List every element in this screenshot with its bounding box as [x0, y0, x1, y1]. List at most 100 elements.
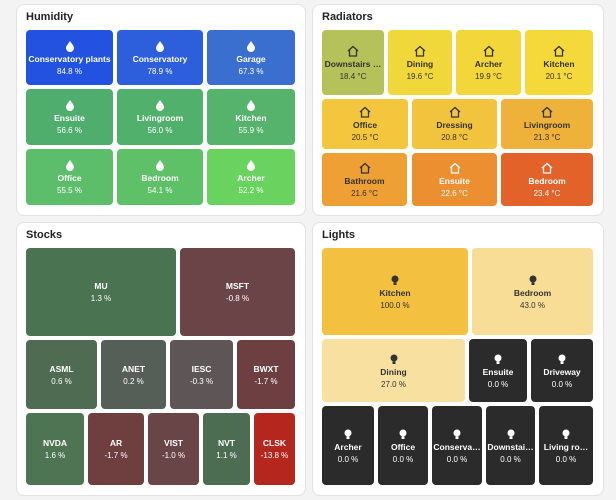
tile-value: 20.1 °C — [545, 71, 573, 81]
tile: Bedroom 43.0 % — [472, 248, 593, 335]
tile: Bathroom 21.6 °C — [322, 153, 407, 206]
tile-label: AR — [109, 438, 123, 448]
tile-icon — [156, 160, 164, 171]
tile-icon — [414, 45, 426, 57]
tile-label: Ensuite — [54, 113, 85, 123]
tile-value: -1.0 % — [161, 451, 186, 460]
tile-label: NVT — [218, 438, 235, 448]
tile-icon — [529, 275, 536, 285]
tile: Ensuite 0.0 % — [469, 339, 527, 402]
tile-label: MU — [94, 281, 108, 291]
tile-value: 100.0 % — [380, 300, 410, 310]
tile-icon — [156, 100, 164, 111]
tile-label: Archer — [474, 58, 503, 69]
tile-label: Conservatory plants — [28, 53, 111, 64]
tile-value: 0.6 % — [51, 376, 72, 386]
card-title: Lights — [322, 229, 355, 241]
tile-label: NVDA — [42, 438, 68, 448]
tile-label: Livingroom — [523, 120, 571, 130]
tile: Bedroom 23.4 °C — [501, 153, 593, 206]
tile: AR -1.7 % — [88, 413, 144, 485]
tile: Bedroom 54.1 % — [117, 149, 203, 205]
tile-value: 1.1 % — [216, 451, 237, 460]
tile-value: 0.0 % — [487, 379, 509, 389]
tile-label: Living ro… — [543, 441, 589, 452]
tile-value: 20.8 °C — [441, 133, 468, 142]
tile-label: IESC — [191, 363, 212, 374]
tile: BWXT -1.7 % — [237, 340, 295, 409]
tile-icon — [247, 100, 255, 111]
tile-label: Garage — [236, 53, 266, 64]
tile: Downstairs … 18.4 °C — [322, 30, 384, 95]
tile-value: 0.0 % — [446, 454, 468, 464]
tile: Office 55.5 % — [26, 149, 113, 205]
tile-value: -1.7 % — [254, 376, 278, 386]
tile-icon — [247, 40, 255, 52]
tile-icon — [483, 45, 494, 57]
tile-value: -0.3 % — [189, 376, 214, 386]
tile-label: Kitchen — [235, 113, 267, 123]
tile-value: -0.8 % — [225, 294, 250, 303]
tile: Dressing 20.8 °C — [412, 99, 497, 149]
tile-label: Livingroom — [136, 113, 184, 123]
tile: Kitchen 55.9 % — [207, 89, 295, 145]
tile: Conservatory 78.9 % — [117, 30, 203, 85]
tile: CLSK -13.8 % — [254, 413, 295, 485]
tile: Archer 0.0 % — [322, 406, 374, 485]
tile-value: 67.3 % — [238, 66, 264, 76]
tile-value: 0.0 % — [555, 454, 577, 464]
tile-label: MSFT — [225, 281, 250, 291]
tile-label: ASML — [49, 363, 74, 374]
tile-value: 55.9 % — [238, 126, 264, 135]
tile: IESC -0.3 % — [170, 340, 233, 409]
tile: NVDA 1.6 % — [26, 413, 84, 485]
tile-icon — [453, 429, 461, 439]
tile-value: 43.0 % — [520, 300, 545, 310]
tile-value: 20.5 °C — [351, 133, 379, 142]
tile-label: Kitchen — [379, 287, 411, 298]
tile: Livingroom 21.3 °C — [501, 99, 593, 149]
tile: Kitchen 20.1 °C — [525, 30, 593, 95]
tile-label: ANET — [121, 363, 146, 374]
tile-value: 0.0 % — [551, 379, 573, 389]
tile-value: 21.3 °C — [533, 133, 561, 142]
tile-value: 54.1 % — [147, 186, 173, 195]
tile: MSFT -0.8 % — [180, 248, 295, 336]
tile-label: Ensuite — [482, 366, 514, 377]
tile-label: Kitchen — [543, 58, 575, 69]
tile-label: Dining — [406, 58, 434, 69]
tile: Garage 67.3 % — [207, 30, 295, 85]
tile-label: Conservatory — [132, 53, 188, 64]
tile-icon — [399, 429, 407, 439]
tile: Downstai… 0.0 % — [486, 406, 535, 485]
tile-icon — [562, 429, 570, 439]
tile-icon — [65, 160, 74, 171]
tile-value: 27.0 % — [381, 379, 406, 389]
card-title: Radiators — [322, 11, 373, 23]
tile-label: Archer — [237, 173, 265, 183]
card-title: Humidity — [26, 11, 74, 23]
tile-value: 1.3 % — [90, 294, 112, 303]
tile-label: Office — [57, 173, 82, 183]
tile-label: Downstai… — [487, 441, 534, 452]
tile: NVT 1.1 % — [203, 413, 250, 485]
tile: VIST -1.0 % — [148, 413, 199, 485]
tile: Living ro… 0.0 % — [539, 406, 593, 485]
tile-value: -13.8 % — [260, 451, 289, 460]
tile-label: Bathroom — [344, 175, 385, 186]
tile: Dining 19.6 °C — [388, 30, 452, 95]
tile-value: 55.5 % — [57, 186, 82, 195]
tile-label: Bedroom — [513, 287, 552, 298]
tile: Conserva… 0.0 % — [432, 406, 482, 485]
tile-value: 84.8 % — [57, 66, 82, 76]
tile: ASML 0.6 % — [26, 340, 97, 409]
tile-label: Conserva… — [433, 441, 481, 452]
tile-label: CLSK — [262, 438, 287, 448]
tile-label: VIST — [164, 438, 183, 448]
tile-icon — [449, 162, 460, 174]
tile-icon — [391, 275, 399, 285]
tile-label: Office — [352, 120, 378, 130]
tile-value: 0.2 % — [123, 376, 144, 386]
tile: Office 20.5 °C — [322, 99, 408, 149]
